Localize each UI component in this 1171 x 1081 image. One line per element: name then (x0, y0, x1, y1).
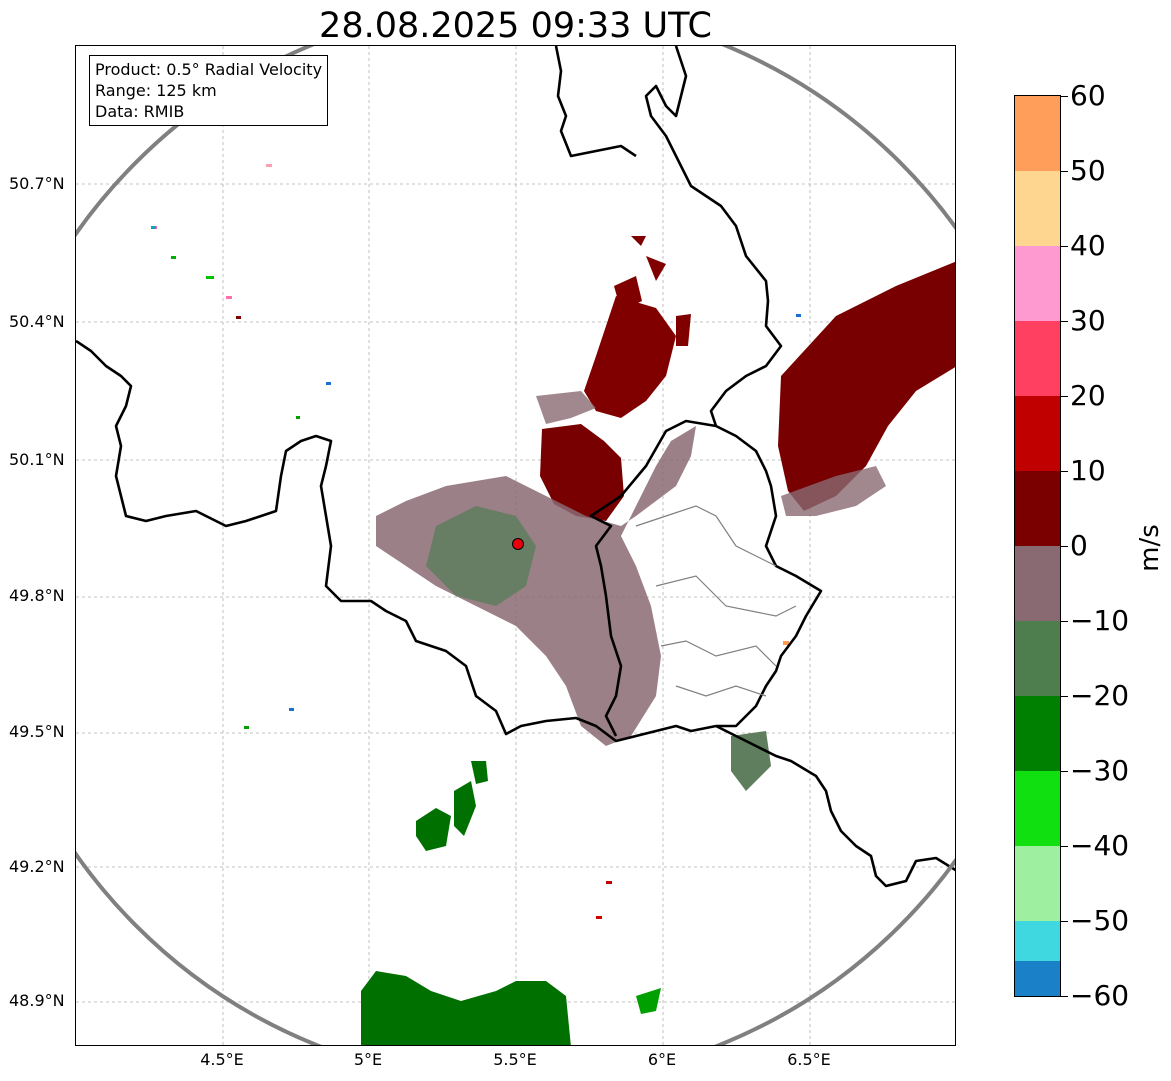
lat-tick-label: 49.8°N (9, 586, 65, 605)
colorbar-unit-label: m/s (1135, 524, 1165, 572)
product-info-box: Product: 0.5° Radial Velocity Range: 125… (89, 55, 329, 126)
colorbar-tick-label: 20 (1070, 379, 1106, 412)
colorbar-tick-label: 60 (1070, 79, 1106, 112)
echoes-near-zero-positive (376, 391, 886, 746)
colorbar-tick (1061, 696, 1068, 697)
colorbar-tick (1061, 96, 1068, 97)
colorbar-tick-label: −30 (1070, 754, 1130, 787)
lon-tick-label: 6°E (647, 1050, 677, 1069)
product-label: Product: 0.5° Radial Velocity (95, 60, 323, 79)
lon-tick-label: 4.5°E (200, 1050, 244, 1069)
colorbar-tick-label: 0 (1070, 529, 1088, 562)
province-borders (635, 505, 797, 697)
lat-tick-label: 49.5°N (9, 722, 65, 741)
colorbar-tick (1061, 546, 1068, 547)
lat-tick-label: 50.1°N (9, 450, 65, 469)
lat-tick-label: 49.2°N (9, 857, 65, 876)
colorbar-tick-label: −10 (1070, 604, 1130, 637)
colorbar-tick (1061, 246, 1068, 247)
colorbar-tick (1061, 846, 1068, 847)
radar-map-svg (76, 46, 955, 1045)
colorbar-tick-label: −50 (1070, 904, 1130, 937)
colorbar-tick-label: −60 (1070, 979, 1130, 1012)
colorbar-tick-label: 40 (1070, 229, 1106, 262)
colorbar-tick-label: 50 (1070, 154, 1106, 187)
scattered-echoes (151, 164, 801, 919)
lon-tick-label: 5°E (353, 1050, 383, 1069)
colorbar-tick (1061, 621, 1068, 622)
country-borders (76, 46, 955, 888)
colorbar-tick (1061, 321, 1068, 322)
colorbar-tick (1061, 921, 1068, 922)
colorbar-tick (1061, 471, 1068, 472)
colorbar-tick-label: −40 (1070, 829, 1130, 862)
echoes-near-zero-negative (426, 506, 771, 791)
radar-map[interactable] (75, 45, 956, 1046)
colorbar-tick-label: 30 (1070, 304, 1106, 337)
lat-tick-label: 50.7°N (9, 174, 65, 193)
lon-tick-label: 6.5°E (787, 1050, 831, 1069)
data-source-label: Data: RMIB (95, 102, 185, 121)
range-label: Range: 125 km (95, 81, 217, 100)
colorbar-tick (1061, 171, 1068, 172)
lon-tick-label: 5.5°E (493, 1050, 537, 1069)
radar-site-marker[interactable] (512, 538, 524, 550)
colorbar-gradient (1015, 96, 1060, 996)
velocity-colorbar (1014, 95, 1061, 997)
lat-tick-label: 50.4°N (9, 312, 65, 331)
lat-tick-label: 48.9°N (9, 991, 65, 1010)
colorbar-tick (1061, 771, 1068, 772)
colorbar-tick-label: −20 (1070, 679, 1130, 712)
echoes-receding (540, 236, 955, 521)
colorbar-tick (1061, 396, 1068, 397)
colorbar-tick-label: 10 (1070, 454, 1106, 487)
map-title: 28.08.2025 09:33 UTC (319, 6, 712, 46)
colorbar-tick (1061, 996, 1068, 997)
echoes-approaching (361, 761, 661, 1045)
